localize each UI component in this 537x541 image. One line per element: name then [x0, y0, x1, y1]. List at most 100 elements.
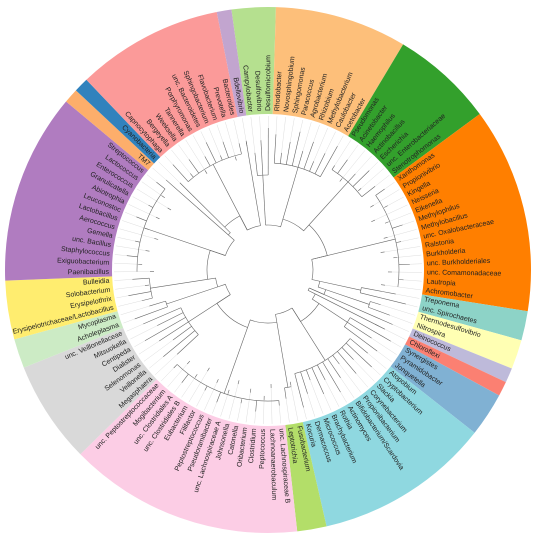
branch	[157, 313, 183, 326]
leaf-guide	[348, 145, 359, 160]
branch	[256, 401, 257, 412]
branch	[261, 140, 263, 175]
leaf-guide	[341, 392, 347, 402]
branch	[292, 132, 300, 166]
leaf-guide	[403, 221, 414, 225]
leaf-guide	[217, 125, 223, 142]
backbone-arc	[292, 304, 319, 322]
branch	[156, 182, 165, 189]
leaf-guide	[260, 116, 261, 140]
backbone-arc	[312, 259, 320, 281]
leaf-guide	[314, 125, 320, 142]
leaf-guide	[396, 294, 420, 298]
leaf-guide	[385, 285, 421, 290]
backbone-arc	[248, 320, 277, 328]
leaf-guide	[300, 120, 303, 132]
branch	[135, 307, 168, 319]
taxon-label: Peptococcus	[259, 428, 267, 469]
backbone-arc	[283, 219, 309, 231]
leaf-guide	[155, 354, 177, 374]
clade-stem	[277, 322, 288, 387]
branch	[396, 242, 401, 243]
branch	[350, 339, 368, 354]
branch	[149, 301, 165, 306]
branch	[323, 362, 341, 392]
branch	[342, 347, 354, 359]
taxon-label: Desulfomicrobium	[265, 55, 272, 111]
branch	[285, 388, 287, 399]
leaf-guide	[114, 279, 132, 280]
leaf-guide	[204, 383, 216, 410]
leaf-guide	[168, 364, 188, 387]
leaf-guide	[388, 229, 417, 237]
leaf-guide	[406, 304, 418, 307]
leaf-guide	[369, 162, 378, 170]
leaf-guide	[116, 246, 146, 251]
backbone-arc	[217, 295, 248, 328]
branch	[238, 380, 239, 384]
leaf-guide	[234, 120, 239, 143]
branch	[128, 292, 151, 296]
branch	[298, 151, 303, 167]
leaf-guide	[186, 140, 205, 170]
leaf-guide	[337, 136, 343, 146]
branch	[337, 351, 356, 373]
leaf-guide	[286, 399, 289, 423]
leaf-guide	[115, 254, 127, 255]
branch	[361, 288, 395, 294]
leaf-guide	[304, 407, 307, 419]
branch	[132, 278, 149, 279]
leaf-guide	[325, 380, 339, 407]
clade-stem	[246, 141, 259, 218]
backbone-arc	[247, 218, 260, 230]
branch	[392, 225, 402, 228]
branch	[173, 326, 192, 340]
branch	[290, 382, 291, 386]
branch	[306, 370, 310, 380]
taxon-label: unc. Comamonadaceae	[427, 269, 502, 277]
branch	[274, 134, 276, 163]
leaf-guide	[153, 168, 166, 180]
branch	[206, 142, 216, 163]
leaf-guide	[389, 213, 411, 222]
branch	[217, 392, 221, 402]
clade-stem	[319, 304, 347, 323]
branch	[148, 205, 152, 207]
branch	[338, 160, 348, 174]
leaf-guide	[121, 306, 150, 315]
leaf-guide	[354, 360, 375, 382]
leaf-guide	[125, 212, 136, 216]
branch	[250, 389, 251, 393]
clade-stem	[150, 279, 207, 288]
leaf-guide	[404, 280, 422, 281]
tree-branches	[114, 116, 422, 424]
branch	[381, 252, 385, 253]
leaf-guide	[314, 128, 328, 161]
leaf-guide	[374, 190, 400, 206]
leaf-guide	[375, 205, 408, 220]
branch	[168, 208, 171, 210]
branch	[220, 156, 222, 161]
leaf-guide	[120, 229, 155, 239]
leaf-guide	[271, 388, 272, 424]
leaf-guide	[325, 132, 336, 154]
branch	[136, 217, 146, 221]
clade-stem	[309, 182, 348, 225]
leaf-guide	[335, 140, 351, 165]
leaf-guide	[212, 402, 216, 413]
leaf-guide	[242, 118, 246, 142]
leaf-guide	[375, 175, 389, 186]
leaf-guide	[225, 122, 235, 157]
backbone-arc	[309, 225, 327, 259]
leaf-guide	[114, 263, 138, 264]
branch	[235, 157, 236, 161]
leaf-guide	[133, 197, 149, 206]
branch	[385, 222, 389, 223]
leaf-guide	[276, 116, 277, 134]
backbone-arc	[225, 235, 234, 256]
leaf-guide	[134, 341, 144, 347]
leaf-guide	[196, 390, 204, 406]
backbone-arc	[218, 284, 231, 294]
branch	[280, 153, 281, 164]
branch	[182, 374, 189, 383]
